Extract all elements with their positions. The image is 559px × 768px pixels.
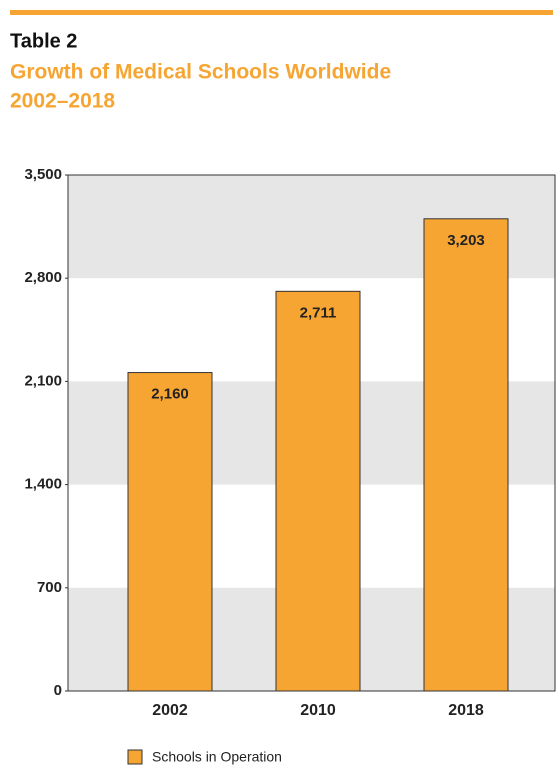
- legend-label: Schools in Operation: [152, 749, 282, 765]
- x-tick-label: 2010: [300, 702, 336, 719]
- bar: [127, 372, 213, 692]
- plot-border: [67, 174, 556, 692]
- x-tick-label: 2002: [152, 702, 188, 719]
- y-tick-label: 700: [37, 579, 62, 596]
- value-label: 2,160: [151, 386, 189, 403]
- y-tick-label: 1,400: [24, 476, 62, 493]
- y-tick-label: 0: [54, 682, 62, 699]
- chart-subtitle: 2002–2018: [10, 90, 115, 113]
- legend-swatch: [127, 749, 143, 765]
- chart-title: Table 2: [10, 30, 77, 52]
- top-rule: [10, 10, 553, 15]
- y-tick-label: 3,500: [24, 166, 62, 183]
- value-label: 2,711: [300, 304, 337, 321]
- y-tick-label: 2,100: [24, 372, 62, 389]
- bar: [423, 218, 509, 692]
- bar: [275, 290, 361, 692]
- x-tick-label: 2018: [448, 702, 484, 719]
- value-label: 3,203: [447, 232, 485, 249]
- chart-subtitle: Growth of Medical Schools Worldwide: [10, 61, 391, 84]
- y-tick-label: 2,800: [24, 269, 62, 286]
